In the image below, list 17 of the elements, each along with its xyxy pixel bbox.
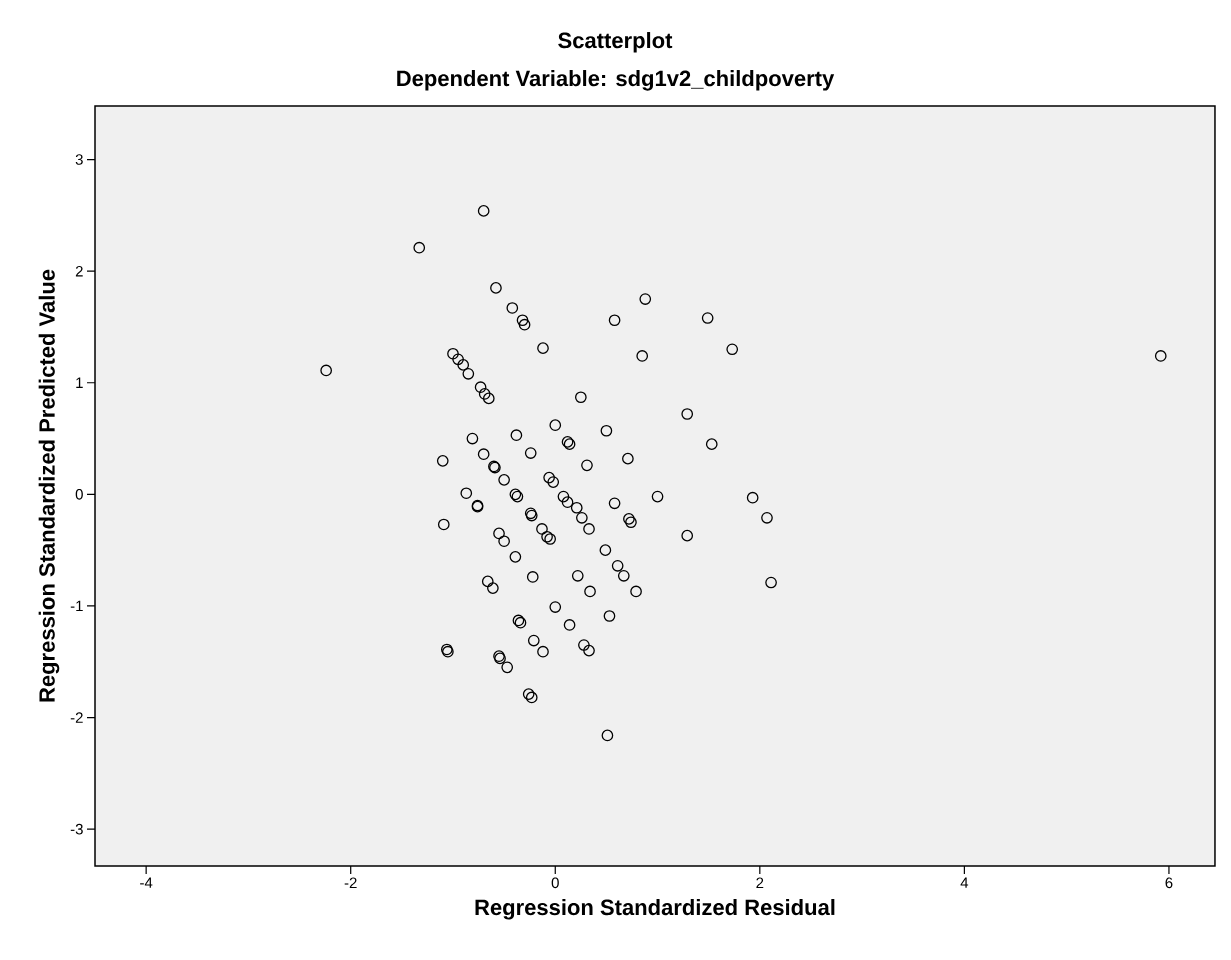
x-tick-label: 6 bbox=[1165, 877, 1173, 889]
y-tick-label: -3 bbox=[70, 823, 83, 835]
y-tick-label: -2 bbox=[70, 712, 83, 723]
y-tick-label: 3 bbox=[75, 154, 83, 165]
y-tick-label: -1 bbox=[70, 600, 83, 612]
x-tick-label: 0 bbox=[551, 877, 559, 889]
x-axis-title: Regression Standardized Residual bbox=[475, 899, 835, 920]
y-tick-label: 1 bbox=[76, 377, 83, 388]
chart-subtitle: Dependent Variable: sdg1v2_childpoverty bbox=[397, 70, 835, 91]
y-axis-title: Regression Standardized Predicted Value bbox=[38, 269, 60, 702]
y-tick-label: 0 bbox=[75, 489, 83, 500]
x-tick-label: -4 bbox=[140, 877, 153, 888]
x-tick-label: 4 bbox=[960, 877, 969, 888]
x-tick-label: -2 bbox=[344, 877, 357, 888]
x-tick-label: 2 bbox=[756, 877, 764, 888]
chart-title: Scatterplot bbox=[558, 32, 673, 53]
y-tick-label: 2 bbox=[75, 265, 83, 277]
